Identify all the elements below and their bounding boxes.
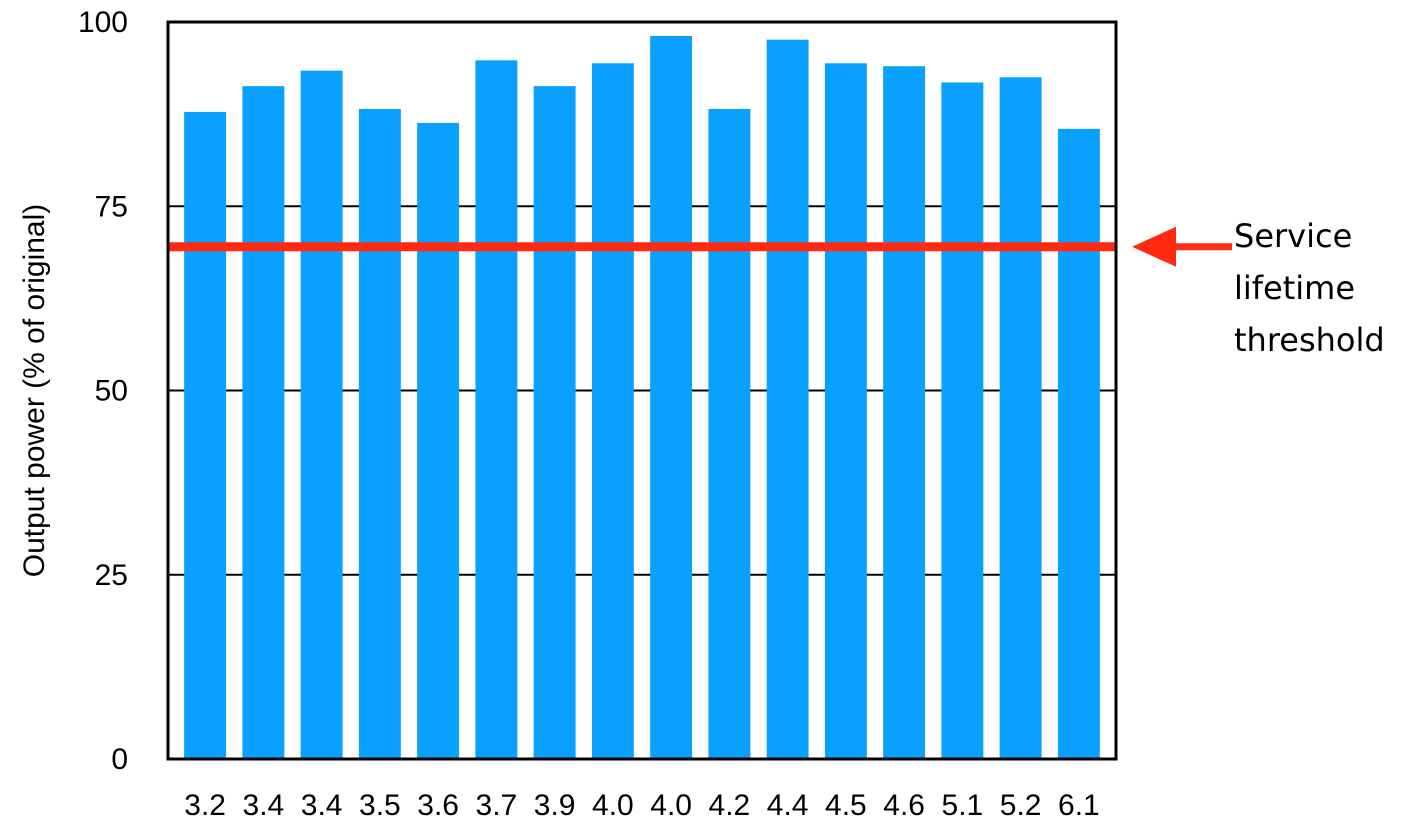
threshold-label: Service lifetime threshold: [1234, 217, 1385, 359]
threshold-marker: [168, 226, 1232, 267]
bar: [533, 86, 576, 759]
x-tick-label: 3.9: [534, 789, 576, 822]
x-tick-label: 4.2: [709, 789, 751, 822]
y-axis-label: Output power (% of original): [18, 204, 51, 578]
x-tick-label: 3.4: [243, 789, 285, 822]
y-tick-label: 75: [95, 190, 128, 223]
bar: [475, 60, 518, 760]
y-tick-label: 0: [111, 743, 128, 776]
bar: [300, 70, 343, 760]
x-tick-label: 5.1: [942, 789, 984, 822]
x-tick-label: 4.6: [883, 789, 925, 822]
x-tick-label: 4.5: [825, 789, 867, 822]
plot-frame: [166, 20, 1118, 761]
bar: [242, 86, 285, 759]
x-axis-ticks: 3.2 3.4 3.4 3.5 3.6 3.7 3.9 4.0 4.0 4.2 4.4 4.5 4.6 5…: [184, 789, 1099, 822]
bar: [766, 39, 809, 760]
bar: [883, 66, 926, 760]
y-tick-label: 100: [78, 6, 128, 39]
x-tick-label: 4.0: [650, 789, 692, 822]
x-tick-label: 3.6: [417, 789, 459, 822]
x-tick-label: 6.1: [1058, 789, 1100, 822]
threshold-label-line: threshold: [1234, 321, 1385, 359]
bar: [417, 122, 460, 760]
bar: [824, 63, 867, 760]
arrow-head-icon: [1132, 226, 1176, 267]
x-tick-label: 4.0: [592, 789, 634, 822]
bar: [358, 108, 401, 759]
bar: [1057, 128, 1100, 760]
threshold-label-line: lifetime: [1234, 269, 1355, 307]
bar: [999, 77, 1042, 759]
bar: [591, 63, 634, 760]
bar: [650, 36, 693, 760]
bar: [941, 82, 984, 759]
bar: [184, 111, 227, 759]
x-tick-label: 4.4: [767, 789, 809, 822]
threshold-label-line: Service: [1234, 217, 1352, 255]
x-tick-label: 3.7: [476, 789, 518, 822]
y-tick-label: 25: [95, 559, 128, 592]
bar: [708, 108, 751, 759]
x-tick-label: 3.5: [359, 789, 401, 822]
x-tick-label: 3.4: [301, 789, 343, 822]
y-tick-label: 50: [95, 375, 128, 408]
x-tick-label: 5.2: [1000, 789, 1042, 822]
x-tick-label: 3.2: [184, 789, 226, 822]
bar-series: [184, 36, 1100, 760]
y-axis-ticks: 0 25 50 75 100: [78, 6, 128, 776]
